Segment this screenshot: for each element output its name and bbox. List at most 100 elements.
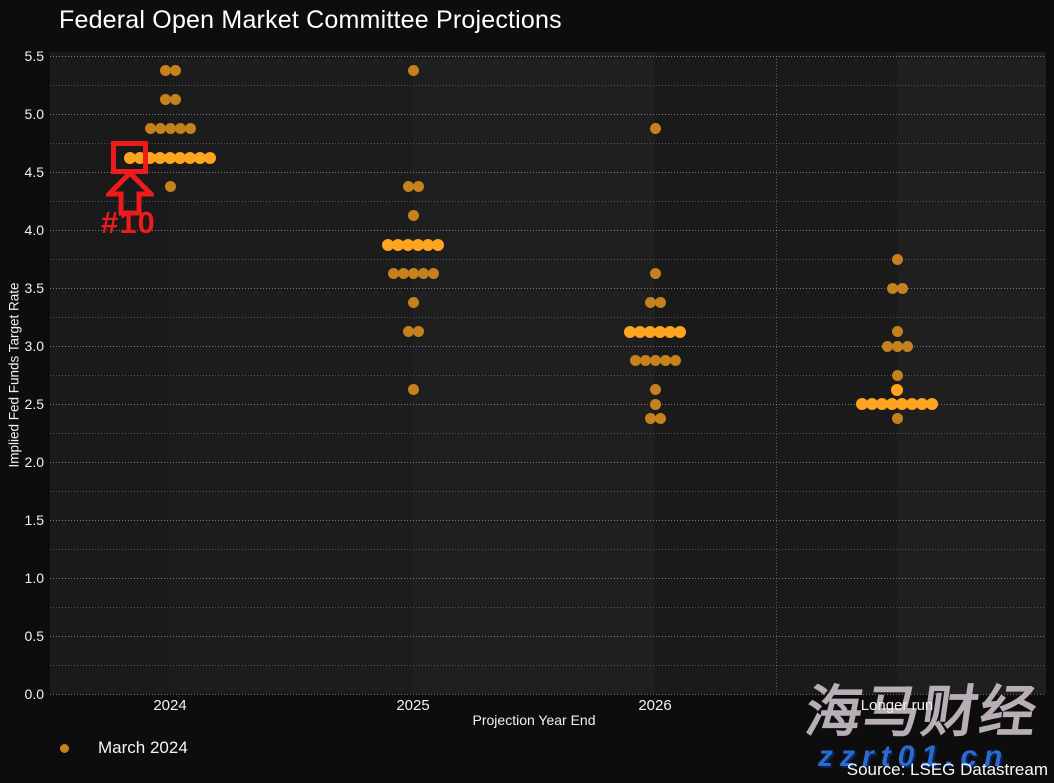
y-tick-5.5: 5.5: [24, 48, 44, 64]
dot-longer-run-3.75: [891, 253, 903, 265]
annotation-highlight-box: [111, 140, 148, 174]
dot-2026-2.875: [649, 355, 661, 366]
dot-longer-run-2.625: [891, 383, 903, 396]
dot-2025-3.625: [407, 268, 419, 279]
dot-longer-run-2.5: [916, 398, 928, 410]
gridline-0.75: [50, 606, 1046, 608]
x-tick-2024: 2024: [153, 697, 187, 714]
watermark-url-text: zzrt01.cn: [818, 740, 1010, 773]
dot-2025-3.875: [422, 238, 434, 251]
gridline-3.75: [50, 258, 1046, 260]
dot-longer-run-2.5: [926, 398, 938, 410]
gridline-0.50: [50, 635, 1046, 637]
dot-2024-4.625: [164, 151, 176, 164]
annotation-label: #10: [101, 205, 156, 240]
gridline-0.00: [50, 693, 1046, 695]
column-band-0: [170, 52, 413, 694]
dot-2026-3.125: [624, 325, 636, 338]
dot-2025-4.375: [402, 181, 414, 192]
dot-longer-run-3.5: [886, 282, 898, 294]
chart-title: Federal Open Market Committee Projection…: [59, 6, 562, 34]
gridline-3.50: [50, 287, 1046, 289]
dot-2025-3.875: [392, 238, 404, 251]
dot-longer-run-3.125: [891, 326, 903, 337]
dot-2026-4.875: [649, 123, 661, 134]
y-tick-1.0: 1.0: [24, 570, 44, 586]
y-tick-0.5: 0.5: [24, 628, 44, 644]
up-arrow-icon: [106, 170, 154, 216]
dot-longer-run-3: [901, 340, 913, 352]
dot-2025-3.625: [427, 268, 439, 279]
dot-2025-3.875: [382, 238, 394, 251]
gridline-3.00: [50, 345, 1046, 347]
gridline-1.25: [50, 548, 1046, 550]
dot-2024-4.625: [124, 151, 136, 164]
dot-2025-3.875: [402, 238, 414, 251]
y-tick-4.5: 4.5: [24, 164, 44, 180]
dot-2025-3.625: [387, 268, 399, 279]
dot-2024-4.625: [174, 151, 186, 164]
dot-longer-run-2.5: [856, 398, 868, 410]
dot-2024-5.375: [159, 65, 171, 76]
dot-2025-3.125: [412, 326, 424, 337]
dot-2024-4.625: [184, 151, 196, 164]
gridline-4.25: [50, 200, 1046, 202]
x-axis-title: Projection Year End: [472, 712, 596, 728]
column-band-1: [413, 52, 655, 694]
dot-longer-run-3: [881, 340, 893, 352]
y-tick-1.5: 1.5: [24, 512, 44, 528]
dot-2024-4.625: [154, 151, 166, 164]
dot-2025-3.875: [432, 238, 444, 251]
dot-2026-3.375: [654, 297, 666, 308]
dot-2025-3.875: [412, 238, 424, 251]
dot-2024-4.875: [154, 123, 166, 134]
dot-2024-5.125: [169, 94, 181, 105]
gridline-2.50: [50, 403, 1046, 405]
dot-2025-5.375: [407, 65, 419, 76]
dot-longer-run-3.5: [896, 282, 908, 294]
dot-2026-2.625: [649, 384, 661, 395]
source-credit: Source: LSEG Datastream: [846, 760, 1048, 779]
dot-longer-run-2.5: [876, 398, 888, 410]
gridline-4.00: [50, 229, 1046, 231]
gridline-5.25: [50, 84, 1046, 86]
gridline-2.25: [50, 432, 1046, 434]
gridline-5.00: [50, 113, 1046, 115]
dot-longer-run-3: [891, 340, 903, 352]
gridline-1.75: [50, 490, 1046, 492]
dot-2026-3.625: [649, 268, 661, 279]
gridline-2.00: [50, 461, 1046, 463]
dot-2025-3.125: [402, 326, 414, 337]
gridline-5.50: [50, 55, 1046, 57]
dot-2026-3.125: [674, 325, 686, 338]
dot-2026-2.875: [639, 355, 651, 366]
y-axis-title: Implied Fed Funds Target Rate: [6, 282, 22, 468]
dot-2026-2.875: [659, 355, 671, 366]
dot-longer-run-2.5: [896, 398, 908, 410]
column-band-2: [897, 52, 1046, 694]
dot-2024-5.375: [169, 65, 181, 76]
y-tick-2.0: 2.0: [24, 454, 44, 470]
dot-longer-run-2.5: [866, 398, 878, 410]
gridline-2.75: [50, 374, 1046, 376]
y-tick-0.0: 0.0: [24, 686, 44, 702]
gridline-0.25: [50, 664, 1046, 666]
dot-2026-3.125: [644, 325, 656, 338]
y-tick-3.5: 3.5: [24, 280, 44, 296]
dot-2025-3.625: [417, 268, 429, 279]
dot-2026-3.125: [664, 325, 676, 338]
dot-2026-3.375: [644, 297, 656, 308]
dot-longer-run-2.5: [906, 398, 918, 410]
dot-2024-4.375: [164, 181, 176, 192]
longer-run-separator-line: [776, 56, 777, 694]
dot-2024-4.875: [174, 123, 186, 134]
dot-2026-3.125: [634, 325, 646, 338]
dot-2024-5.125: [159, 94, 171, 105]
dot-2026-2.375: [644, 413, 656, 424]
legend: March 2024: [60, 738, 188, 758]
dot-2024-4.875: [184, 123, 196, 134]
dot-2024-4.625: [204, 151, 216, 164]
legend-label: March 2024: [98, 738, 188, 757]
dot-2025-3.625: [397, 268, 409, 279]
dot-2024-4.875: [144, 123, 156, 134]
